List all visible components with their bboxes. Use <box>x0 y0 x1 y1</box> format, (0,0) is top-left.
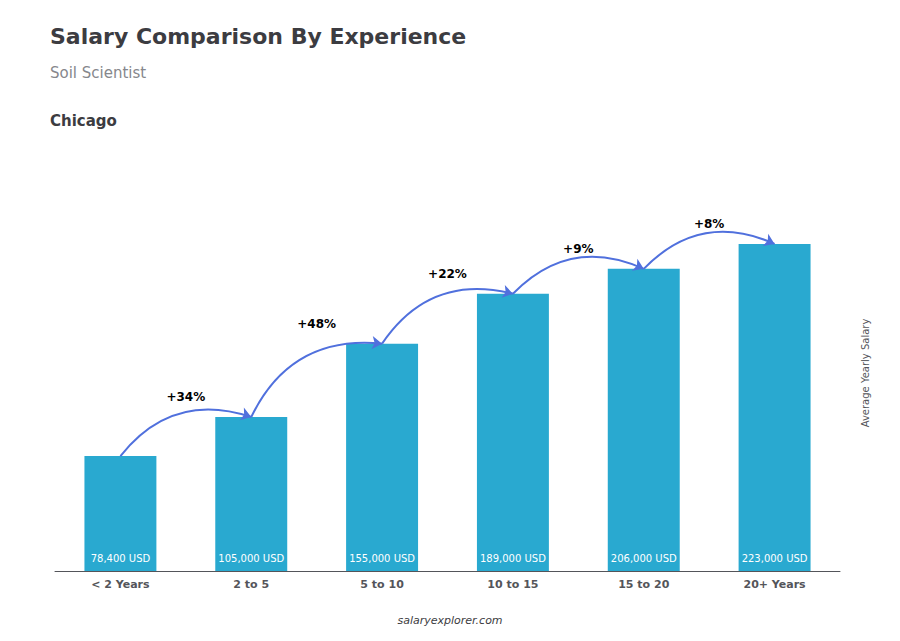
svg-text:78,400 USD: 78,400 USD <box>91 553 151 564</box>
svg-text:223,000 USD: 223,000 USD <box>742 553 808 564</box>
svg-text:155,000 USD: 155,000 USD <box>349 553 415 564</box>
svg-text:+8%: +8% <box>694 217 724 231</box>
svg-text:+22%: +22% <box>428 267 467 281</box>
svg-text:189,000 USD: 189,000 USD <box>480 553 546 564</box>
svg-text:105,000 USD: 105,000 USD <box>218 553 284 564</box>
svg-text:20+ Years: 20+ Years <box>743 578 806 591</box>
svg-text:salaryexplorer.com: salaryexplorer.com <box>397 614 502 627</box>
svg-text:Salary Comparison By Experienc: Salary Comparison By Experience <box>50 24 466 49</box>
svg-text:+34%: +34% <box>166 390 205 404</box>
svg-text:15 to 20: 15 to 20 <box>618 578 669 591</box>
svg-text:206,000 USD: 206,000 USD <box>611 553 677 564</box>
svg-text:2 to 5: 2 to 5 <box>233 578 269 591</box>
svg-text:5 to 10: 5 to 10 <box>360 578 404 591</box>
svg-text:+9%: +9% <box>563 242 593 256</box>
svg-text:Chicago: Chicago <box>50 112 117 130</box>
svg-text:10 to 15: 10 to 15 <box>487 578 538 591</box>
svg-text:+48%: +48% <box>297 317 336 331</box>
svg-text:Soil Scientist: Soil Scientist <box>50 64 146 82</box>
svg-text:Average Yearly Salary: Average Yearly Salary <box>860 319 871 428</box>
svg-text:< 2 Years: < 2 Years <box>91 578 150 591</box>
